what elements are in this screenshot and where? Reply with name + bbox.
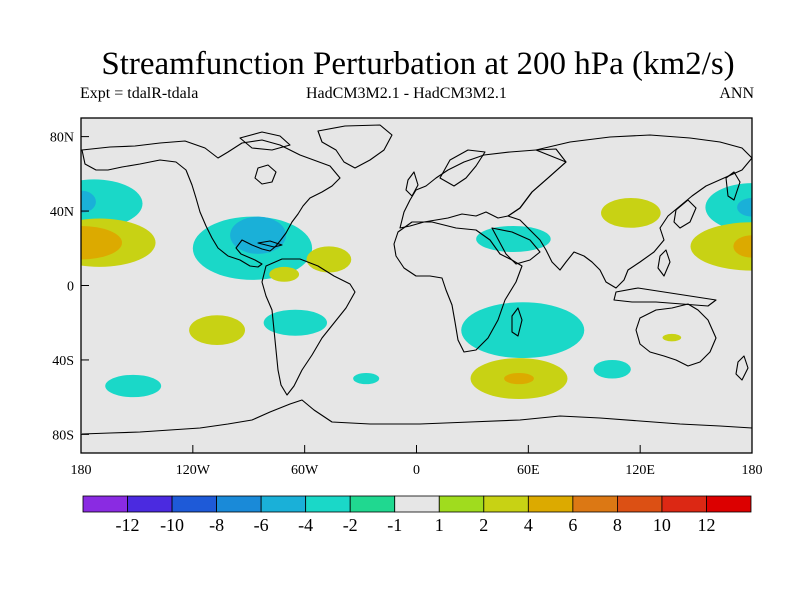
contour-region-1 bbox=[81, 190, 96, 213]
contour-region-10 bbox=[105, 374, 162, 398]
colorbar-swatch bbox=[617, 495, 663, 513]
model-label: HadCM3M2.1 - HadCM3M2.1 bbox=[306, 85, 507, 102]
x-tick-label: 60W bbox=[291, 463, 319, 478]
colorbar-label: 8 bbox=[613, 515, 622, 535]
coastline-kamchatka bbox=[725, 171, 741, 201]
colorbar-label: -8 bbox=[209, 515, 224, 535]
colorbar-swatch bbox=[127, 495, 173, 513]
y-tick-label: 40N bbox=[50, 205, 74, 220]
colorbar-label: 10 bbox=[653, 515, 671, 535]
x-tick-label: 120E bbox=[625, 463, 655, 478]
colorbar-swatch bbox=[527, 495, 574, 513]
colorbar: -12 -10 -8 -6 -4 -2 -1 1 2 4 6 8 10 12 bbox=[82, 495, 752, 535]
contour-region-21 bbox=[690, 222, 752, 271]
coastline-scandinavia bbox=[439, 149, 486, 187]
season-label: ANN bbox=[719, 85, 754, 102]
contour-region-19 bbox=[705, 183, 752, 232]
y-tick-label: 80S bbox=[52, 428, 74, 443]
colorbar-swatch bbox=[349, 495, 396, 513]
coastlines bbox=[81, 124, 752, 435]
colorbar-swatch bbox=[438, 495, 485, 513]
coastline-british-isles bbox=[405, 171, 419, 197]
colorbar-label: 12 bbox=[697, 515, 715, 535]
coastline-australia bbox=[635, 303, 717, 367]
coastline-cuba bbox=[257, 240, 283, 248]
colorbar-swatch bbox=[394, 495, 440, 513]
contour-region-14 bbox=[504, 372, 534, 385]
colorbar-label: -4 bbox=[298, 515, 313, 535]
colorbar-swatch bbox=[82, 495, 128, 513]
colorbar-label: 4 bbox=[524, 515, 533, 535]
contour-region-11 bbox=[353, 372, 380, 385]
coastline-arctic-islands bbox=[239, 131, 291, 151]
contour-region-17 bbox=[593, 359, 631, 379]
contour-region-18 bbox=[662, 333, 682, 342]
colorbar-swatch bbox=[216, 495, 262, 513]
y-tick-label: 0 bbox=[67, 280, 74, 295]
x-tick-label: 60E bbox=[517, 463, 540, 478]
coastline-new-zealand bbox=[735, 355, 749, 381]
coastline-asia bbox=[507, 134, 752, 289]
coastline-indonesia bbox=[613, 287, 717, 307]
colorbar-label: 2 bbox=[479, 515, 488, 535]
contour-region-0 bbox=[81, 179, 143, 228]
contour-region-12 bbox=[461, 302, 585, 359]
coastline-philippines bbox=[657, 249, 671, 277]
contour-region-5 bbox=[230, 216, 287, 254]
coastline-hudson-bay bbox=[254, 164, 277, 185]
map-title: Streamfunction Perturbation at 200 hPa (… bbox=[101, 46, 735, 82]
coastline-south-america bbox=[261, 258, 356, 396]
colorbar-label: -12 bbox=[116, 515, 140, 535]
coastline-japan bbox=[673, 199, 697, 229]
coastline-antarctica bbox=[81, 399, 752, 435]
contour-region-8 bbox=[189, 315, 246, 346]
colorbar-label: -6 bbox=[254, 515, 269, 535]
colorbar-label: 1 bbox=[435, 515, 444, 535]
colorbar-label: 6 bbox=[568, 515, 577, 535]
contour-region-22 bbox=[733, 235, 752, 258]
colorbar-swatch bbox=[572, 495, 618, 513]
colorbar-label: -10 bbox=[160, 515, 184, 535]
experiment-label: Expt = tdalR-tdala bbox=[80, 85, 199, 102]
colorbar-label: -1 bbox=[387, 515, 402, 535]
contour-region-6 bbox=[269, 266, 300, 282]
colorbar-swatch bbox=[171, 495, 217, 513]
y-tick-label: 40S bbox=[52, 354, 74, 369]
colorbar-swatch bbox=[483, 495, 529, 513]
x-tick-label: 120W bbox=[176, 463, 211, 478]
axis-ticks bbox=[80, 136, 753, 453]
x-tick-label: 180 bbox=[742, 463, 763, 478]
colorbar-swatch bbox=[706, 495, 752, 513]
map-background bbox=[81, 118, 752, 453]
contour-region-16 bbox=[601, 198, 661, 228]
colorbar-label: -2 bbox=[343, 515, 358, 535]
y-tick-label: 80N bbox=[50, 131, 74, 146]
x-tick-label: 180 bbox=[71, 463, 92, 478]
coastline-arabia bbox=[491, 227, 541, 265]
contour-region-20 bbox=[737, 198, 752, 217]
contour-region-7 bbox=[306, 246, 352, 273]
x-tick-label: 0 bbox=[413, 463, 420, 478]
colorbar-swatch bbox=[305, 495, 351, 513]
contour-region-3 bbox=[81, 225, 122, 260]
coastline-africa bbox=[393, 221, 523, 353]
colorbar-swatch bbox=[260, 495, 307, 513]
coastline-madagascar bbox=[511, 307, 523, 337]
coastline-greenland bbox=[317, 124, 393, 169]
colorbar-swatch bbox=[661, 495, 707, 513]
contour-region-9 bbox=[263, 309, 328, 336]
